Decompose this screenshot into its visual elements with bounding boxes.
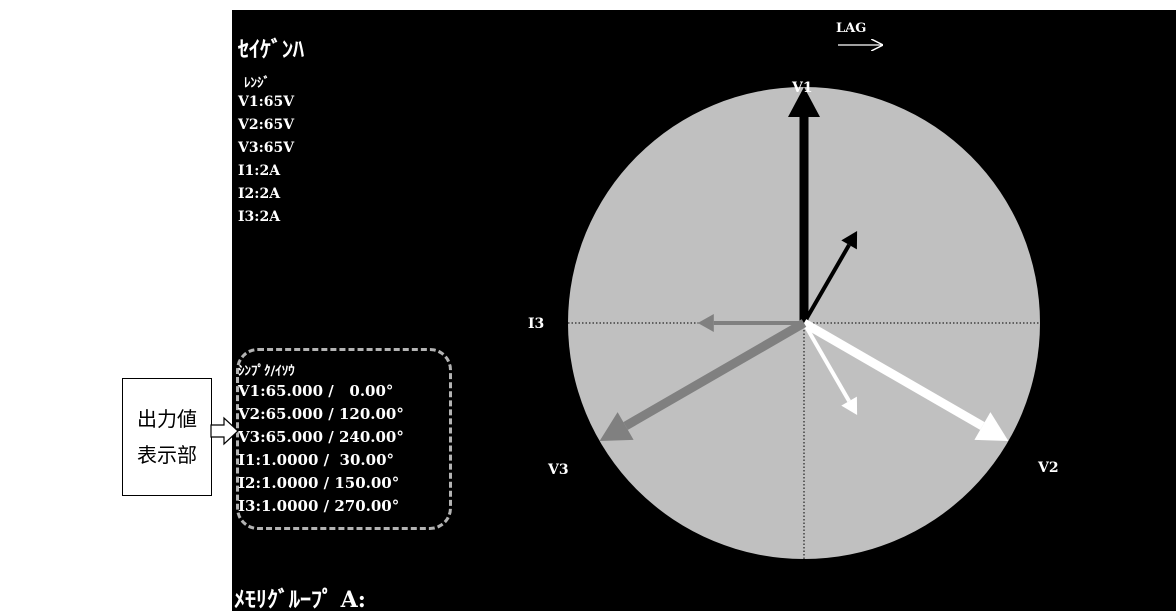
vector-v2-shaft bbox=[801, 319, 985, 430]
vector-i3 bbox=[697, 314, 804, 332]
v1-label: V1 bbox=[791, 80, 813, 96]
vector-v3-head bbox=[599, 412, 634, 441]
v3-label: V3 bbox=[547, 462, 569, 478]
phasor-vectors bbox=[599, 87, 1009, 441]
range-heading: ﾚﾝｼﾞ bbox=[244, 76, 270, 91]
range-item: V2:65V bbox=[238, 117, 295, 133]
i3-label: I3 bbox=[528, 316, 544, 332]
phasor-diagram: LAG V1 I1 I3 V3 V2 I2 bbox=[528, 21, 1059, 559]
callout-line: 出力値 bbox=[137, 407, 197, 431]
callout-arrow-icon bbox=[210, 416, 239, 446]
output-item: V2:65.000 / 120.00° bbox=[238, 405, 404, 423]
range-item: I1:2A bbox=[238, 163, 281, 179]
output-heading: ｼﾝﾌﾟｸ/ｲｿｳ bbox=[238, 364, 295, 379]
i2-label: I2 bbox=[944, 534, 960, 550]
range-item: V3:65V bbox=[238, 140, 295, 156]
output-display-frame bbox=[236, 348, 452, 530]
v2-label: V2 bbox=[1037, 460, 1059, 476]
output-item: I2:1.0000 / 150.00° bbox=[238, 474, 400, 492]
output-item: V3:65.000 / 240.00° bbox=[238, 428, 404, 446]
i1-label: I1 bbox=[918, 98, 934, 114]
vector-i3-head bbox=[697, 314, 714, 332]
vector-i2 bbox=[802, 322, 858, 415]
vector-i2-shaft bbox=[802, 322, 851, 403]
output-display-callout: 出力値 表示部 bbox=[122, 378, 212, 496]
lag-label: LAG bbox=[836, 21, 866, 36]
output-item: I1:1.0000 / 30.00° bbox=[238, 451, 395, 469]
screen-title: ｾｲｹﾞﾝﾊ bbox=[238, 37, 305, 63]
vector-i1-head bbox=[841, 231, 858, 250]
output-item: I3:1.0000 / 270.00° bbox=[238, 497, 400, 515]
vector-i1 bbox=[802, 231, 858, 324]
vector-i1-shaft bbox=[802, 243, 851, 324]
vector-v2 bbox=[801, 319, 1009, 441]
vector-v1-head bbox=[788, 87, 820, 117]
range-item: I3:2A bbox=[238, 209, 281, 225]
range-item: V1:65V bbox=[238, 94, 295, 110]
meter-screen: ｾｲｹﾞﾝﾊ ﾚﾝｼﾞ V1:65V V2:65V V3:65V I1:2A I… bbox=[232, 10, 1176, 613]
vector-i2-head bbox=[841, 396, 858, 415]
vector-v1 bbox=[788, 87, 820, 323]
vector-v3 bbox=[599, 319, 807, 441]
callout-line: 表示部 bbox=[137, 443, 197, 467]
vector-v2-head bbox=[974, 412, 1009, 441]
output-item: V1:65.000 / 0.00° bbox=[238, 382, 394, 400]
memory-group-label: ﾒﾓﾘｸﾞﾙｰﾌﾟ A: bbox=[234, 587, 366, 613]
vector-v3-shaft bbox=[623, 319, 807, 430]
range-item: I2:2A bbox=[238, 186, 281, 202]
